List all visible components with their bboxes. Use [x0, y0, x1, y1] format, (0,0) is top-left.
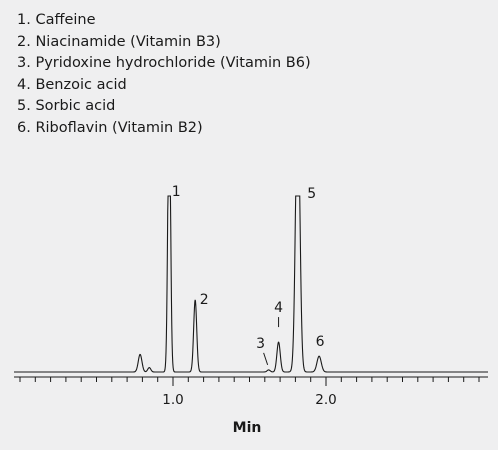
peak-label-2: 2: [200, 292, 209, 308]
peak-label-6: 6: [316, 334, 325, 350]
legend-item-riboflavin: 6. Riboflavin (Vitamin B2): [17, 119, 203, 136]
peak-labels: 1 2 3 4 5 6: [172, 184, 325, 366]
x-axis: 1.0 2.0: [14, 376, 488, 408]
peak-label-3: 3: [256, 336, 265, 352]
peak-leader-3: [263, 352, 269, 366]
legend-item-sorbic-acid: 5. Sorbic acid: [17, 98, 116, 114]
chromatogram-trace-group: [14, 195, 488, 373]
x-axis-title: Min: [233, 420, 262, 436]
legend-item-benzoic-acid: 4. Benzoic acid: [17, 76, 127, 93]
legend-item-pyridoxine: 3. Pyridoxine hydrochloride (Vitamin B6): [17, 55, 311, 71]
chromatogram-trace: [14, 195, 488, 373]
peak-label-4: 4: [274, 300, 283, 316]
x-tick-label: 1.0: [162, 392, 183, 408]
peak-label-1: 1: [172, 184, 181, 200]
x-tick-label: 2.0: [315, 392, 336, 408]
legend-item-niacinamide: 2. Niacinamide (Vitamin B3): [17, 33, 221, 50]
legend-item-caffeine: 1. Caffeine: [17, 12, 96, 28]
peak-label-5: 5: [307, 186, 316, 202]
compound-legend: 1. Caffeine 2. Niacinamide (Vitamin B3) …: [17, 10, 311, 139]
